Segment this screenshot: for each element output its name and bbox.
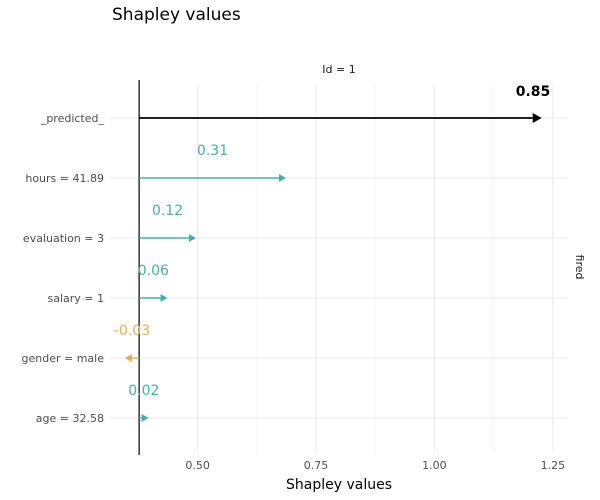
y-tick-label: gender = male — [22, 352, 105, 365]
arrow-head — [124, 354, 132, 362]
arrow-head — [278, 174, 286, 182]
chart-marks: 0.85 0.31 0.12 0.06 -0.03 0.02 — [114, 80, 550, 455]
y-tick-label: hours = 41.89 — [25, 172, 104, 185]
y-axis-labels: _predicted_hours = 41.89 evaluation = 3 sa… — [22, 112, 105, 425]
x-axis-ticks: 0.50 0.75 1.00 1.25 — [185, 459, 565, 472]
arrow-head — [160, 294, 168, 302]
data-label: 0.31 — [197, 143, 228, 159]
x-tick-label: 0.75 — [304, 459, 329, 472]
x-tick-label: 1.00 — [422, 459, 447, 472]
y-tick-label: salary = 1 — [47, 292, 104, 305]
side-strip-label: fired — [573, 255, 586, 280]
x-tick-label: 0.50 — [185, 459, 210, 472]
arrow-head — [188, 234, 196, 242]
y-tick-label: age = 32.58 — [36, 412, 104, 425]
x-tick-label: 1.25 — [541, 459, 566, 472]
data-label: 0.02 — [128, 383, 159, 399]
facet-label: Id = 1 — [322, 63, 355, 76]
chart-title: Shapley values — [112, 5, 241, 25]
arrow-head — [532, 113, 542, 123]
y-tick-label: _predicted_ — [40, 112, 105, 125]
y-tick-label: evaluation = 3 — [23, 232, 104, 245]
arrow-head — [141, 414, 149, 422]
gridlines — [110, 85, 568, 453]
data-label: 0.06 — [138, 263, 169, 279]
data-label: 0.12 — [152, 203, 183, 219]
data-label: 0.85 — [516, 84, 551, 100]
x-axis-title: Shapley values — [286, 477, 392, 493]
data-label: -0.03 — [114, 323, 150, 339]
